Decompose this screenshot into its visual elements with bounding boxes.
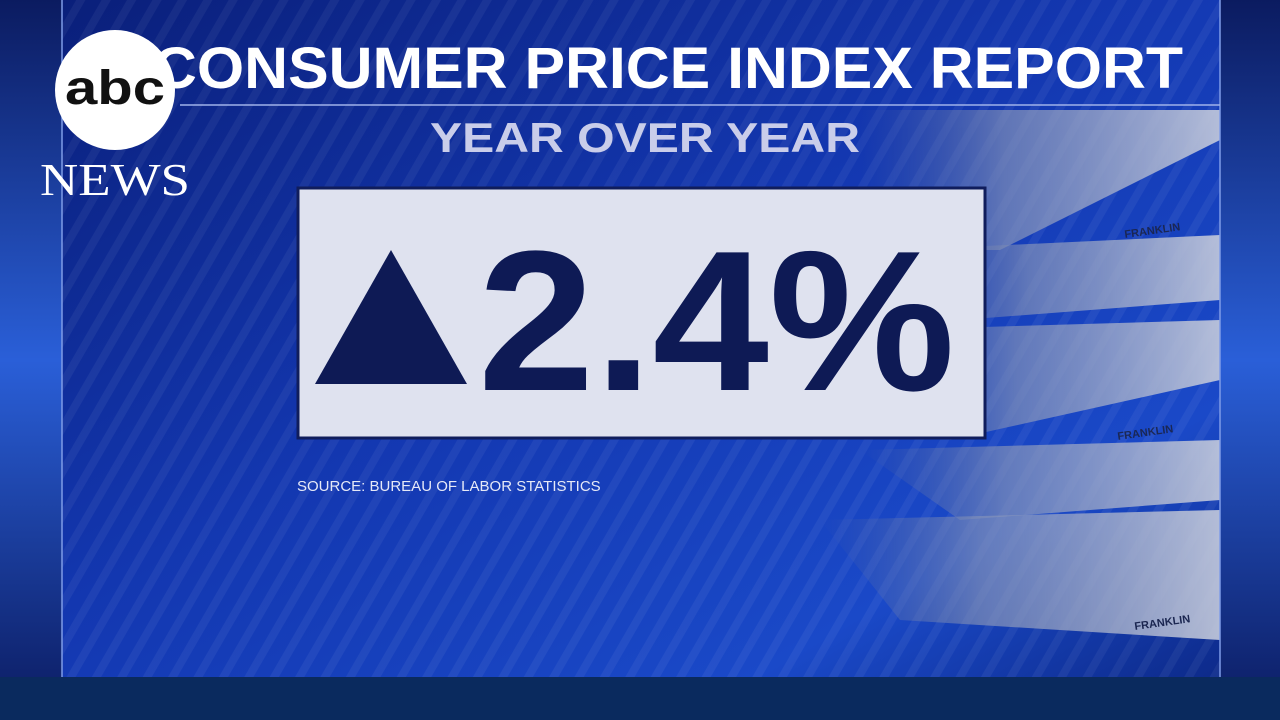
- source-note: SOURCE: BUREAU OF LABOR STATISTICS: [297, 478, 601, 495]
- graphic-subtitle: YEAR OVER YEAR: [430, 114, 860, 161]
- logo-word: NEWS: [40, 154, 190, 205]
- logo-mark: abc: [65, 62, 165, 115]
- headline-value: 2.4%: [478, 210, 955, 433]
- network-logo: abc NEWS: [40, 30, 190, 205]
- increase-arrow: [315, 250, 467, 384]
- logo-circle: [55, 30, 175, 150]
- graphic-title: CONSUMER PRICE INDEX REPORT: [153, 36, 1183, 101]
- lower-bar: [0, 677, 1280, 720]
